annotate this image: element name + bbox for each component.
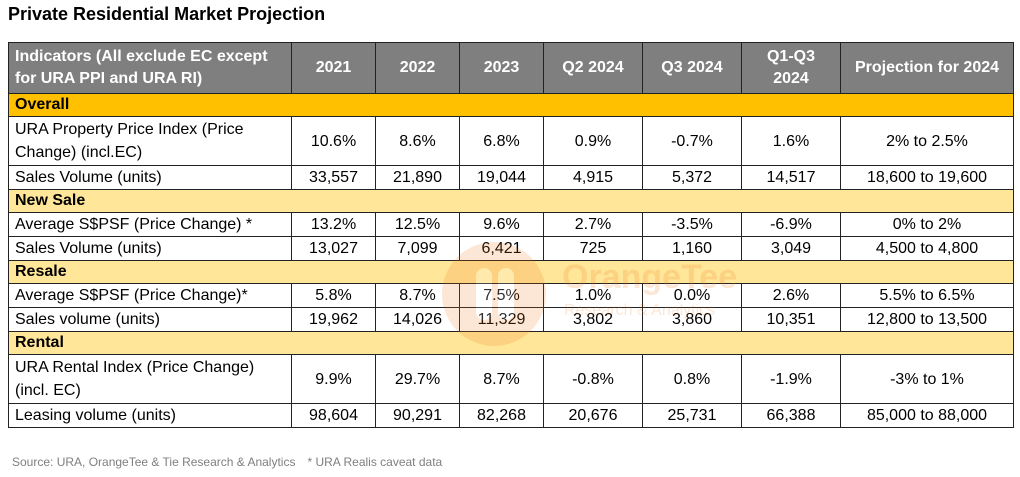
cell: 90,291 xyxy=(375,403,460,428)
cell: 1.0% xyxy=(543,283,643,308)
cell: 1,160 xyxy=(642,236,742,261)
section-title: Rental xyxy=(8,331,1014,355)
header-indicators: Indicators (All exclude EC except for UR… xyxy=(8,42,292,94)
cell: 10,351 xyxy=(741,307,841,332)
row-label: Average S$PSF (Price Change)* xyxy=(8,283,292,308)
row-label: Average S$PSF (Price Change) * xyxy=(8,212,292,237)
cell: 20,676 xyxy=(543,403,643,428)
cell: 0.9% xyxy=(543,116,643,166)
table-row: Sales Volume (units) 13,027 7,099 6,421 … xyxy=(8,236,1014,261)
cell: 14,517 xyxy=(741,165,841,190)
cell: 82,268 xyxy=(459,403,544,428)
header-projection-2024: Projection for 2024 xyxy=(840,42,1014,94)
source-note: Source: URA, OrangeTee & Tie Research & … xyxy=(12,455,296,469)
header-q2-2024: Q2 2024 xyxy=(543,42,643,94)
cell: 2.7% xyxy=(543,212,643,237)
cell: 25,731 xyxy=(642,403,742,428)
cell: 4,915 xyxy=(543,165,643,190)
header-2023: 2023 xyxy=(459,42,544,94)
cell: 19,962 xyxy=(291,307,376,332)
cell: 10.6% xyxy=(291,116,376,166)
cell: 19,044 xyxy=(459,165,544,190)
cell: 66,388 xyxy=(741,403,841,428)
cell: 13,027 xyxy=(291,236,376,261)
cell: 5,372 xyxy=(642,165,742,190)
cell: 6.8% xyxy=(459,116,544,166)
header-2022: 2022 xyxy=(375,42,460,94)
table-row: Sales volume (units) 19,962 14,026 11,32… xyxy=(8,307,1014,332)
cell: 725 xyxy=(543,236,643,261)
section-title: Resale xyxy=(8,260,1014,284)
cell: 3,860 xyxy=(642,307,742,332)
cell: 9.9% xyxy=(291,354,376,404)
table-row: URA Property Price Index (Price Change) … xyxy=(8,116,1014,166)
cell: 0.0% xyxy=(642,283,742,308)
cell: -1.9% xyxy=(741,354,841,404)
header-2021: 2021 xyxy=(291,42,376,94)
caveat-note: * URA Realis caveat data xyxy=(307,455,443,469)
table-row: URA Rental Index (Price Change) (incl. E… xyxy=(8,354,1014,404)
row-label: Sales Volume (units) xyxy=(8,165,292,190)
header-row: Indicators (All exclude EC except for UR… xyxy=(8,42,1014,94)
cell: 1.6% xyxy=(741,116,841,166)
header-q3-2024: Q3 2024 xyxy=(642,42,742,94)
cell: 6,421 xyxy=(459,236,544,261)
section-new-sale: New Sale xyxy=(8,189,1014,213)
cell: 4,500 to 4,800 xyxy=(840,236,1014,261)
cell: 3,802 xyxy=(543,307,643,332)
cell: 29.7% xyxy=(375,354,460,404)
table-row: Average S$PSF (Price Change)* 5.8% 8.7% … xyxy=(8,283,1014,308)
table-row: Average S$PSF (Price Change) * 13.2% 12.… xyxy=(8,212,1014,237)
cell: 0.8% xyxy=(642,354,742,404)
cell: 85,000 to 88,000 xyxy=(840,403,1014,428)
cell: 8.6% xyxy=(375,116,460,166)
row-label: URA Property Price Index (Price Change) … xyxy=(8,116,292,166)
header-q1-q3-2024: Q1-Q3 2024 xyxy=(741,42,841,94)
cell: 7,099 xyxy=(375,236,460,261)
cell: -0.7% xyxy=(642,116,742,166)
cell: 21,890 xyxy=(375,165,460,190)
row-label: Sales volume (units) xyxy=(8,307,292,332)
cell: 12.5% xyxy=(375,212,460,237)
cell: 8.7% xyxy=(459,354,544,404)
section-overall: Overall xyxy=(8,93,1014,117)
cell: 12,800 to 13,500 xyxy=(840,307,1014,332)
projection-table: Indicators (All exclude EC except for UR… xyxy=(8,42,1014,428)
section-title: Overall xyxy=(8,93,1014,117)
cell: 18,600 to 19,600 xyxy=(840,165,1014,190)
cell: 5.5% to 6.5% xyxy=(840,283,1014,308)
cell: 0% to 2% xyxy=(840,212,1014,237)
row-label: URA Rental Index (Price Change) (incl. E… xyxy=(8,354,292,404)
section-title: New Sale xyxy=(8,189,1014,213)
cell: 11,329 xyxy=(459,307,544,332)
cell: 5.8% xyxy=(291,283,376,308)
cell: 2.6% xyxy=(741,283,841,308)
cell: 3,049 xyxy=(741,236,841,261)
cell: 9.6% xyxy=(459,212,544,237)
cell: 98,604 xyxy=(291,403,376,428)
row-label: Leasing volume (units) xyxy=(8,403,292,428)
page-title: Private Residential Market Projection xyxy=(8,4,326,24)
table-row: Sales Volume (units) 33,557 21,890 19,04… xyxy=(8,165,1014,190)
section-resale: Resale xyxy=(8,260,1014,284)
cell: -6.9% xyxy=(741,212,841,237)
cell: 7.5% xyxy=(459,283,544,308)
cell: 33,557 xyxy=(291,165,376,190)
cell: 2% to 2.5% xyxy=(840,116,1014,166)
cell: -3% to 1% xyxy=(840,354,1014,404)
section-rental: Rental xyxy=(8,331,1014,355)
footnote: Source: URA, OrangeTee & Tie Research & … xyxy=(12,455,442,469)
row-label: Sales Volume (units) xyxy=(8,236,292,261)
cell: -0.8% xyxy=(543,354,643,404)
cell: 14,026 xyxy=(375,307,460,332)
cell: -3.5% xyxy=(642,212,742,237)
cell: 8.7% xyxy=(375,283,460,308)
cell: 13.2% xyxy=(291,212,376,237)
table-row: Leasing volume (units) 98,604 90,291 82,… xyxy=(8,403,1014,428)
